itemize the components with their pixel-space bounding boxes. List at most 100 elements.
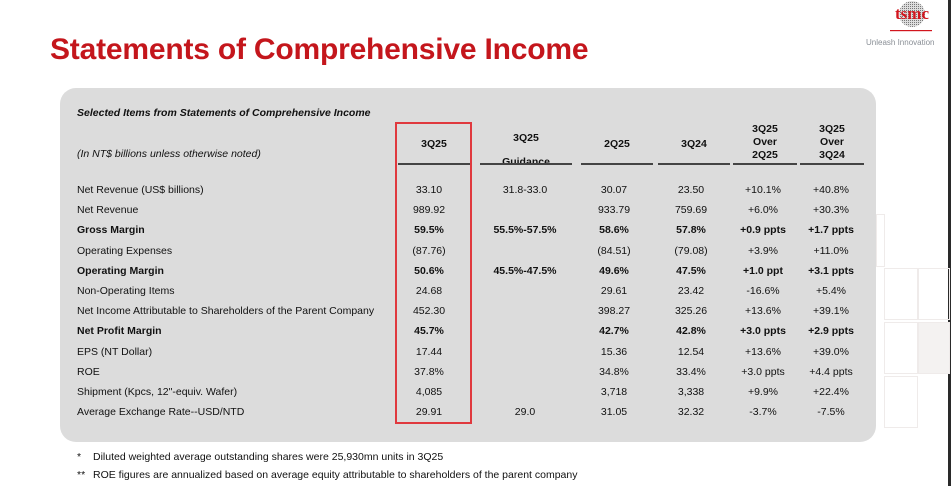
cell-value: +22.4% <box>813 386 849 398</box>
table-row: Net Revenue (US$ billions) 33.10 31.8-33.0… <box>0 184 951 204</box>
cell-value: 30.07 <box>600 184 628 196</box>
column-header: 3Q25 Guidance <box>480 126 572 174</box>
cell-value: 34.8% <box>599 365 629 378</box>
header-underline <box>733 163 797 165</box>
row-label: Operating Margin <box>77 264 164 277</box>
header-underline <box>800 163 864 165</box>
column-header-line: 3Q24 <box>819 149 845 161</box>
cell-value: 47.5% <box>676 264 706 277</box>
table-row: Operating Expenses (87.76) (84.51) (79.08) +… <box>0 245 951 265</box>
cell-value: 452.30 <box>412 305 446 318</box>
cell-value: 49.6% <box>599 264 629 277</box>
cell-value: 325.26 <box>674 305 708 318</box>
row-label: Gross Margin <box>77 224 145 237</box>
cell-value: 55.5%-57.5% <box>493 224 557 237</box>
cell-value: 29.91 <box>415 406 443 419</box>
unit-note: (In NT$ billions unless otherwise noted) <box>77 148 261 160</box>
row-label: EPS (NT Dollar) <box>77 345 153 358</box>
row-label: Net Profit Margin <box>77 325 162 338</box>
cell-value: +6.0% <box>747 204 779 217</box>
header-underline <box>658 163 730 165</box>
cell-value: +39.1% <box>813 305 849 318</box>
cell-value: 45.7% <box>414 325 444 338</box>
table-row: EPS (NT Dollar) 17.44 15.36 12.54 +13.6% +39.… <box>0 346 951 366</box>
header-underline <box>581 163 653 165</box>
cell-value: 933.79 <box>597 204 631 217</box>
table-row: Net Income Attributable to Shareholders … <box>0 305 951 325</box>
background-decor <box>876 214 885 267</box>
row-label: Average Exchange Rate--USD/NTD <box>77 406 245 419</box>
row-label: Net Revenue (US$ billions) <box>77 184 204 196</box>
row-label: ROE <box>77 365 100 378</box>
cell-value: 31.8-33.0 <box>502 184 548 196</box>
cell-value: +0.9 ppts <box>740 224 786 237</box>
column-header-line: 2Q25 <box>752 149 778 161</box>
svg-text:tsmc: tsmc <box>895 4 929 23</box>
cell-value: +3.0 ppts <box>740 325 786 338</box>
column-header-line: 2Q25 <box>604 138 630 150</box>
cell-value: +3.9% <box>747 244 779 257</box>
cell-value: 59.5% <box>414 224 444 237</box>
cell-value: (84.51) <box>597 244 631 257</box>
cell-value: +9.9% <box>747 386 779 398</box>
footnote-marker: * <box>77 451 82 463</box>
cell-value: 4,085 <box>415 386 443 398</box>
cell-value: 45.5%-47.5% <box>493 264 557 277</box>
table-row: Operating Margin 50.6% 45.5%-47.5% 49.6% 47.… <box>0 265 951 285</box>
table-row: Average Exchange Rate--USD/NTD 29.91 29.0 3… <box>0 406 951 426</box>
cell-value: 3,718 <box>600 386 628 398</box>
column-header: 3Q25 Over 2Q25 <box>733 123 797 162</box>
cell-value: 989.92 <box>412 204 446 217</box>
cell-value: 15.36 <box>600 345 628 358</box>
table-panel <box>60 88 876 442</box>
page-title: Statements of Comprehensive Income <box>50 33 589 66</box>
cell-value: +13.6% <box>745 305 781 318</box>
cell-value: 24.68 <box>415 285 443 297</box>
cell-value: +3.0 ppts <box>741 365 785 378</box>
column-header-line: 3Q25 <box>513 132 539 144</box>
cell-value: (79.08) <box>674 244 708 257</box>
cell-value: +30.3% <box>813 204 849 217</box>
column-header-line: 3Q24 <box>681 138 707 150</box>
row-label: Net Revenue <box>77 204 139 217</box>
cell-value: +1.0 ppt <box>743 264 783 277</box>
tagline: Unleash Innovation <box>866 38 935 47</box>
cell-value: +3.1 ppts <box>808 264 854 277</box>
cell-value: 50.6% <box>414 264 444 277</box>
cell-value: +10.1% <box>745 184 781 196</box>
cell-value: 42.7% <box>599 325 629 338</box>
table-row: Gross Margin 59.5% 55.5%-57.5% 58.6% 57.8% +0… <box>0 224 951 244</box>
cell-value: (87.76) <box>412 244 446 257</box>
table-row: Net Revenue 989.92 933.79 759.69 +6.0% +30.3% <box>0 204 951 224</box>
cell-value: 23.42 <box>677 285 705 297</box>
table-row: Non-Operating Items 24.68 29.61 23.42 -16.6%… <box>0 285 951 305</box>
footnote: ** ROE figures are annualized based on av… <box>77 469 577 481</box>
cell-value: 17.44 <box>415 345 443 358</box>
cell-value: +13.6% <box>745 345 781 358</box>
cell-value: 33.10 <box>415 184 443 196</box>
background-decor <box>884 376 918 428</box>
cell-value: +11.0% <box>813 244 849 257</box>
section-title: Selected Items from Statements of Compre… <box>77 107 371 119</box>
row-label: Net Income Attributable to Shareholders … <box>77 305 375 318</box>
cell-value: 57.8% <box>676 224 706 237</box>
cell-value: +39.0% <box>813 345 849 358</box>
cell-value: 33.4% <box>676 365 706 378</box>
table-row: ROE 37.8% 34.8% 33.4% +3.0 ppts +4.4 ppts <box>0 366 951 386</box>
footnote: * Diluted weighted average outstanding sh… <box>77 451 443 463</box>
row-label: Operating Expenses <box>77 244 173 257</box>
window-edge <box>948 0 951 486</box>
column-header-line: 3Q25 <box>819 123 845 135</box>
cell-value: +40.8% <box>813 184 849 196</box>
cell-value: 12.54 <box>677 345 705 358</box>
highlight-box-3q25 <box>395 122 472 424</box>
header-underline <box>480 163 572 165</box>
footnote-text: Diluted weighted average outstanding sha… <box>93 451 444 463</box>
row-label: Non-Operating Items <box>77 285 175 297</box>
cell-value: 3,338 <box>677 386 705 398</box>
table-row: Net Profit Margin 45.7% 42.7% 42.8% +3.0 ppt… <box>0 325 951 345</box>
header-underline <box>398 163 470 165</box>
footnote-marker: ** <box>77 469 86 481</box>
column-header: 3Q24 <box>658 138 730 151</box>
column-header: 3Q25 <box>398 138 470 151</box>
